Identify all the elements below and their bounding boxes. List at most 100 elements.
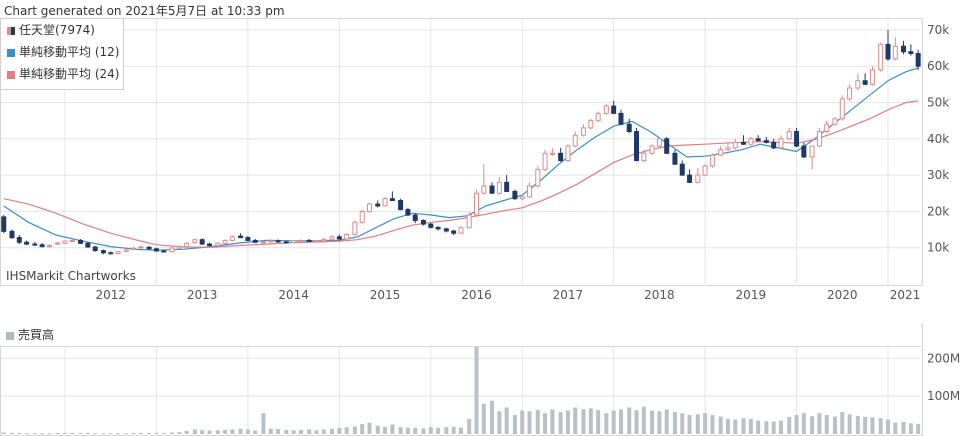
volume-bar: [810, 416, 815, 434]
volume-bar: [634, 410, 639, 434]
volume-tick-label: 100M: [927, 389, 960, 403]
candle-body: [512, 190, 518, 200]
volume-bar: [253, 430, 258, 434]
volume-bar: [870, 417, 875, 434]
volume-bar: [314, 430, 319, 434]
candle-body: [869, 69, 875, 85]
candle-body: [725, 147, 731, 151]
volume-bar: [687, 415, 692, 434]
volume-bar: [641, 406, 646, 434]
volume-bar: [85, 432, 90, 434]
volume-bar: [268, 428, 273, 434]
legend-item-sma24[interactable]: 単純移動平均 (24): [1, 63, 123, 85]
candle-body: [466, 214, 472, 229]
volume-bar: [550, 409, 555, 434]
volume-bar: [124, 433, 129, 435]
volume-bar: [47, 433, 52, 435]
candle-body: [915, 52, 921, 67]
candle-body: [352, 221, 358, 236]
volume-bar: [604, 413, 609, 434]
volume-bar: [878, 418, 883, 434]
year-tick-label: 2016: [461, 288, 492, 302]
volume-bar: [581, 409, 586, 434]
chart-generated-caption: Chart generated on 2021年5月7日 at 10:33 pm: [4, 4, 285, 18]
volume-bar: [161, 432, 166, 434]
candle-body: [238, 235, 244, 239]
volume-bar: [298, 429, 303, 434]
volume-bar: [169, 432, 174, 434]
candle-body: [732, 141, 738, 149]
volume-bar: [307, 429, 312, 434]
candle-body: [832, 118, 838, 125]
candle-body: [634, 131, 640, 162]
volume-bar: [238, 428, 243, 434]
volume-bar: [147, 432, 152, 434]
candle-body: [275, 240, 281, 243]
volume-bar: [764, 421, 769, 434]
volume-bar: [467, 418, 472, 434]
volume-bar: [383, 426, 388, 434]
candle-body: [336, 236, 342, 240]
candle-body: [878, 43, 884, 71]
volume-bar: [771, 421, 776, 434]
volume-bar: [512, 415, 517, 434]
candle-body: [474, 192, 480, 216]
candle-body: [176, 246, 182, 249]
candle-body: [809, 145, 815, 158]
candle-body: [755, 138, 761, 142]
legend-label-price: 任天堂(7974): [19, 23, 95, 37]
legend-item-sma12[interactable]: 単純移動平均 (12): [1, 41, 123, 63]
year-tick-label: 2021: [890, 288, 921, 302]
volume-bar: [558, 412, 563, 434]
volume-bar: [779, 420, 784, 434]
volume-bar: [703, 413, 708, 434]
candle-body: [1, 216, 7, 232]
volume-bar: [527, 411, 532, 434]
volume-bar: [78, 432, 83, 434]
volume-bar: [321, 429, 326, 434]
volume-bar: [490, 400, 495, 434]
candle-body: [375, 203, 381, 207]
candle-body: [741, 141, 747, 145]
candle-body: [901, 45, 907, 53]
volume-bar: [832, 416, 837, 434]
chart-credit: IHSMarkit Chartworks: [6, 269, 136, 283]
candle-body: [321, 238, 327, 242]
volume-bar: [284, 429, 289, 434]
year-tick-label: 2014: [278, 288, 309, 302]
legend-item-price[interactable]: 任天堂(7974): [1, 19, 123, 41]
candle-body: [801, 145, 807, 158]
candle-body: [184, 242, 190, 248]
candle-body: [344, 234, 350, 240]
candle-body: [115, 251, 121, 255]
candle-body: [626, 123, 632, 133]
year-tick-label: 2013: [187, 288, 218, 302]
candle-body: [192, 239, 198, 244]
candle-body: [595, 112, 601, 122]
candle-body: [229, 236, 235, 241]
candle-body: [695, 174, 701, 183]
candle-body: [481, 185, 487, 194]
volume-bar: [672, 412, 677, 434]
candle-body: [123, 249, 129, 252]
candle-body: [222, 239, 228, 244]
volume-bar: [421, 428, 426, 434]
volume-bar: [223, 429, 228, 434]
candle-body: [169, 247, 175, 253]
candle-body: [748, 138, 754, 145]
price-tick-label: 50k: [927, 95, 949, 109]
volume-panel-header: 売買高: [0, 324, 921, 347]
candle-body: [496, 181, 502, 194]
pink-swatch-icon: [7, 71, 15, 79]
volume-bar: [200, 430, 205, 434]
candle-body: [656, 138, 662, 147]
candle-body: [329, 236, 335, 240]
candle-body: [161, 250, 167, 253]
candle-body: [572, 134, 578, 147]
candle-body: [367, 203, 373, 212]
candle-body: [443, 228, 449, 232]
candle-body: [24, 241, 30, 245]
candle-body: [847, 87, 853, 100]
candle-body: [32, 243, 38, 246]
